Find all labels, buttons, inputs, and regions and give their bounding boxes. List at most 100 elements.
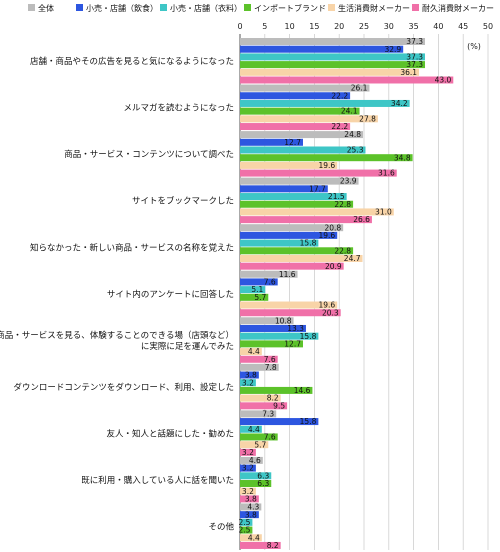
data-label: 25.3 — [347, 146, 364, 155]
category-label: 友人・知人と話題にした・勧めた — [106, 428, 234, 439]
bar — [240, 293, 269, 301]
bar — [240, 185, 328, 193]
legend-label: 小売・店舗（飲食） — [86, 3, 158, 13]
data-label: 4.3 — [247, 503, 259, 512]
bar — [240, 131, 364, 139]
data-label: 7.3 — [262, 409, 274, 418]
data-label: 34.8 — [394, 153, 411, 162]
data-label: 23.9 — [340, 177, 357, 186]
x-tick-label: 35 — [409, 22, 419, 31]
unit-label: (%) — [467, 42, 481, 51]
data-label: 2.5 — [238, 518, 250, 527]
bar — [240, 371, 259, 379]
data-label: 3.2 — [242, 378, 254, 387]
data-label: 43.0 — [435, 76, 452, 85]
bar — [240, 138, 303, 146]
bar — [240, 464, 256, 472]
category-label: 商品・サービス・コンテンツについて調べた — [64, 149, 234, 160]
data-label: 3.2 — [242, 487, 254, 496]
legend: 全体 小売・店舗（飲食） 小売・店舗（衣料） インポートブランド 生活消費財メーカー 耐久… — [28, 3, 494, 13]
data-label: 19.6 — [319, 301, 336, 310]
data-label: 7.6 — [264, 433, 276, 442]
data-label: 36.1 — [400, 68, 417, 77]
data-label: 34.2 — [391, 99, 408, 108]
data-label: 24.7 — [344, 254, 361, 263]
legend-label: 小売・店舗（衣料） — [170, 3, 242, 13]
bar — [240, 456, 263, 464]
category-label: サイトをブックマークした — [132, 196, 234, 207]
data-label: 37.3 — [406, 53, 423, 62]
bar — [240, 348, 262, 356]
bar — [240, 480, 272, 488]
bar — [240, 286, 266, 294]
data-label: 22.2 — [331, 122, 348, 131]
data-label: 12.7 — [284, 138, 301, 147]
bar — [240, 518, 253, 526]
data-label: 31.0 — [375, 208, 392, 217]
category-label: 商品・サービスを見る、体験することのできる場（店頭など） — [0, 330, 234, 341]
data-label: 4.4 — [248, 347, 260, 356]
bar — [240, 38, 426, 45]
data-label: 22.8 — [334, 200, 351, 209]
bar — [240, 262, 344, 270]
x-tick-label: 30 — [384, 22, 394, 31]
x-tick-label: 10 — [285, 22, 295, 31]
data-label: 14.6 — [294, 386, 311, 395]
category-label: メルマガを読むようになった — [123, 103, 234, 114]
data-label: 12.7 — [284, 339, 301, 348]
data-label: 37.3 — [406, 60, 423, 69]
bar — [240, 324, 306, 332]
data-label: 24.8 — [344, 130, 361, 139]
bar — [240, 92, 351, 100]
data-label: 19.6 — [319, 231, 336, 240]
bar — [240, 332, 319, 340]
data-label: 7.8 — [265, 363, 277, 372]
legend-swatch — [76, 4, 83, 11]
bar — [240, 177, 359, 185]
bar — [240, 441, 269, 449]
x-tick-label: 40 — [433, 22, 443, 31]
data-label: 13.3 — [287, 324, 304, 333]
bar — [240, 61, 426, 69]
bar — [240, 394, 281, 402]
data-label: 4.4 — [248, 533, 260, 542]
category-label: 店舗・商品やその広告を見ると気になるようになった — [30, 56, 234, 67]
data-label: 26.6 — [353, 215, 370, 224]
bars: 37.332.937.337.336.143.026.122.234.224.1… — [238, 37, 454, 550]
x-tick-label: 45 — [458, 22, 468, 31]
data-label: 21.5 — [328, 192, 345, 201]
bar — [240, 448, 256, 456]
x-tick-label: 25 — [359, 22, 369, 31]
data-label: 27.8 — [359, 114, 376, 123]
bar — [240, 270, 298, 278]
legend-swatch — [28, 4, 35, 11]
legend-label: 生活消費財メーカー — [338, 3, 410, 13]
data-label: 7.6 — [264, 355, 276, 364]
data-label: 3.8 — [245, 371, 257, 380]
data-label: 6.3 — [257, 471, 269, 480]
bar — [240, 247, 354, 255]
bar — [240, 363, 279, 371]
bar — [240, 278, 278, 286]
x-tick-label: 15 — [309, 22, 319, 31]
bar — [240, 541, 281, 549]
data-label: 5.1 — [251, 285, 263, 294]
bar — [240, 386, 313, 394]
category-labels: 店舗・商品やその広告を見ると気になるようになったメルマガを読むようになった商品・… — [0, 56, 234, 532]
data-label: 22.2 — [331, 91, 348, 100]
bar — [240, 425, 262, 433]
data-label: 3.8 — [245, 510, 257, 519]
data-label: 20.9 — [325, 262, 342, 271]
bar — [240, 45, 404, 53]
data-label: 20.3 — [322, 308, 339, 317]
category-label: その他 — [208, 522, 234, 533]
category-label: サイト内のアンケートに回答した — [107, 289, 234, 300]
bar — [240, 301, 338, 309]
bar — [240, 511, 259, 519]
data-label: 11.6 — [279, 270, 296, 279]
bar — [240, 115, 378, 123]
x-tick-label: 5 — [262, 22, 267, 31]
data-label: 17.7 — [309, 184, 326, 193]
bar — [240, 216, 372, 224]
